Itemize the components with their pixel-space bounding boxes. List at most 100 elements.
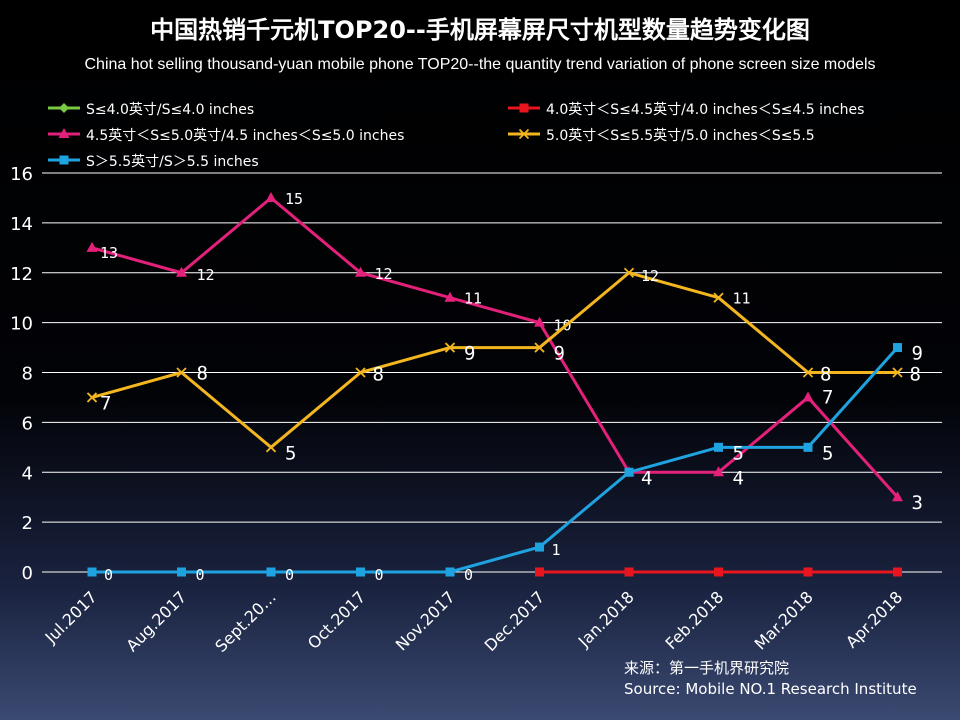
data-label-s2-1: 12	[197, 266, 215, 284]
series-3-point-5	[534, 342, 545, 353]
series-3-point-1-b	[176, 367, 187, 378]
legend-item-3: 5.0英寸＜S≤5.5英寸/5.0 inches＜S≤5.5	[508, 127, 815, 144]
x-tick-label-1: Aug.2017	[122, 587, 190, 655]
source-note: 来源：第一手机界研究院 Source: Mobile NO.1 Research…	[624, 658, 917, 700]
data-label-s3-1: 8	[197, 363, 208, 385]
legend: S≤4.0英寸/S≤4.0 inches 4.0英寸＜S≤4.5英寸/4.0 in…	[48, 101, 864, 170]
data-label-s2-5: 10	[554, 317, 572, 335]
x-tick-label-0: Jul.2017	[41, 587, 101, 647]
data-label-s2-7: 4	[733, 467, 744, 489]
legend-marker-2	[58, 128, 70, 138]
chart-subtitle: China hot selling thousand-yuan mobile p…	[84, 56, 876, 73]
series-4: 0 0 0 0 0 1 5 5 9	[87, 343, 923, 584]
series-3-point-8	[802, 367, 814, 378]
series-4-point-6	[624, 467, 634, 477]
legend-item-4: S＞5.5英寸/S＞5.5 inches	[48, 153, 259, 170]
data-label-s3-6: 12	[641, 267, 659, 285]
source-cn: 来源：第一手机界研究院	[624, 659, 790, 677]
series-3-point-8-b	[802, 367, 814, 378]
series-2-point-5	[534, 316, 545, 327]
series-4-point-5	[535, 542, 544, 552]
data-label-s4-2: 0	[285, 566, 294, 584]
series-3-point-2	[265, 442, 277, 453]
series-3-point-0-b	[86, 392, 98, 403]
series-3-point-3	[355, 367, 366, 378]
legend-marker-3-b	[518, 128, 530, 140]
series-1-point-7	[714, 567, 723, 577]
series-3-point-7	[713, 292, 724, 303]
series-2-point-9	[892, 491, 903, 502]
series-3-point-3-b	[355, 367, 366, 378]
data-label-s3-4: 9	[464, 343, 475, 365]
series-2-point-0	[86, 241, 98, 252]
x-tick-label-6: Jan.2018	[574, 587, 638, 651]
y-tick-label-6: 6	[22, 413, 33, 434]
legend-marker-3	[518, 128, 530, 140]
series-2-point-3	[355, 266, 366, 277]
series-3-point-5-b	[534, 342, 545, 353]
data-label-s2-8: 7	[822, 386, 833, 408]
x-tick-label-8: Mar.2018	[751, 587, 817, 653]
data-label-s3-9: 8	[910, 364, 921, 386]
series-1-point-8	[803, 567, 813, 577]
series-3-point-2-b	[265, 442, 277, 453]
data-label-s2-2: 15	[285, 190, 303, 208]
series-3-point-6	[623, 267, 635, 278]
series-3-point-6-b	[623, 267, 635, 278]
series-1-point-5	[535, 567, 544, 577]
series-2-point-4	[444, 291, 456, 302]
series-4-point-7	[714, 442, 723, 452]
data-label-s3-2: 5	[285, 442, 296, 464]
y-tick-label-16: 16	[10, 164, 33, 185]
chart-title: 中国热销千元机TOP20--手机屏幕屏尺寸机型数量趋势变化图	[150, 16, 810, 44]
data-label-s2-3: 12	[375, 265, 393, 283]
legend-marker-0	[59, 103, 69, 113]
y-tick-label-12: 12	[10, 264, 33, 285]
data-label-s4-4: 0	[464, 566, 473, 584]
series-2-point-1	[176, 266, 187, 277]
data-label-s3-8: 8	[820, 364, 831, 386]
series-2-point-8	[802, 391, 814, 402]
y-tick-label-0: 0	[22, 563, 33, 584]
y-tick-label-14: 14	[10, 214, 33, 235]
series-4-point-1	[177, 567, 186, 577]
series-2-point-7	[713, 466, 724, 477]
series-4-point-4	[445, 567, 455, 577]
data-label-s2-4: 11	[464, 290, 482, 308]
x-tick-label-3: Oct.2017	[304, 587, 369, 652]
series-3-point-1	[176, 367, 187, 378]
x-tick-labels: Jul.2017 Aug.2017 Sept.20… Oct.2017 Nov.2017…	[41, 587, 907, 656]
data-label-s3-0: 7	[100, 392, 111, 414]
data-label-s4-0: 0	[104, 566, 113, 584]
y-tick-label-2: 2	[22, 513, 33, 534]
series-3-point-4	[444, 342, 456, 353]
series-3-point-0	[86, 392, 98, 403]
y-tick-label-4: 4	[22, 463, 33, 484]
data-label-s4-1: 0	[196, 566, 205, 584]
data-label-s2-6: 4	[641, 467, 652, 489]
legend-item-0: S≤4.0英寸/S≤4.0 inches	[48, 101, 254, 118]
data-label-s4-5: 1	[552, 541, 561, 559]
series-4-point-9	[893, 343, 902, 353]
x-tick-label-2: Sept.20…	[211, 587, 280, 656]
data-label-s3-5: 9	[554, 343, 565, 365]
legend-label-4: S＞5.5英寸/S＞5.5 inches	[86, 153, 259, 170]
x-tick-label-7: Feb.2018	[661, 587, 727, 653]
y-tick-label-10: 10	[10, 314, 33, 335]
data-label-s4-9: 9	[912, 343, 923, 365]
series-line-2	[91, 196, 899, 499]
x-tick-label-4: Nov.2017	[392, 587, 459, 654]
series-line-4	[92, 346, 899, 574]
legend-label-0: S≤4.0英寸/S≤4.0 inches	[86, 101, 254, 118]
series-3-point-4-b	[444, 342, 456, 353]
legend-marker-4	[59, 155, 69, 165]
series-3-point-9-b	[892, 367, 903, 378]
series-3-point-7-b	[713, 292, 724, 303]
series-1-point-9	[893, 567, 902, 577]
legend-label-2: 4.5英寸＜S≤5.0英寸/4.5 inches＜S≤5.0 inches	[86, 127, 404, 144]
series-4-point-0	[87, 567, 97, 577]
data-label-s3-3: 8	[373, 364, 384, 386]
series-1	[535, 567, 902, 577]
